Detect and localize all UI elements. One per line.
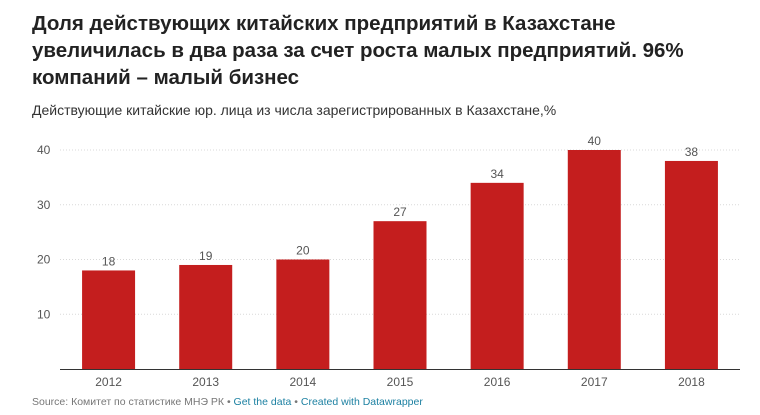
data-label: 18: [102, 254, 116, 268]
y-tick-label: 10: [37, 307, 51, 321]
footer-separator: •: [224, 396, 234, 408]
bars: [82, 150, 718, 369]
x-tick-label: 2018: [678, 375, 705, 389]
x-tick-label: 2017: [581, 375, 608, 389]
x-tick-label: 2013: [192, 375, 219, 389]
bar: [373, 221, 427, 369]
source-text: Source: Комитет по статистике МНЭ РК: [32, 396, 225, 408]
get-data-link[interactable]: Get the data: [233, 396, 292, 408]
labels: 10 20 30 40 18 2012 19 2013 20 2014 27 2015 34 2016 40…: [37, 134, 705, 389]
bar: [82, 270, 136, 369]
chart-footer: Source: Комитет по статистике МНЭ РК • G…: [32, 396, 423, 408]
bar: [179, 264, 233, 369]
data-label: 40: [588, 134, 602, 148]
data-label: 27: [393, 205, 407, 219]
data-label: 19: [199, 249, 213, 263]
y-tick-label: 30: [37, 198, 51, 212]
x-tick-label: 2014: [290, 375, 317, 389]
bar: [567, 150, 621, 369]
bar-chart: 10 20 30 40 18 2012 19 2013 20 2014 27 2015 34 2016 40…: [37, 134, 740, 389]
x-tick-label: 2016: [484, 375, 511, 389]
bar: [276, 259, 330, 369]
chart-subtitle: Действующие китайские юр. лица из числа …: [32, 102, 557, 118]
data-label: 38: [685, 145, 699, 159]
bar: [664, 160, 718, 369]
bar: [470, 182, 524, 369]
x-tick-label: 2015: [387, 375, 414, 389]
data-label: 20: [296, 244, 310, 258]
y-tick-label: 20: [37, 253, 51, 267]
footer-separator: •: [291, 396, 301, 408]
chart-title: Доля действующих китайских предприятий в…: [32, 12, 684, 89]
x-tick-label: 2012: [95, 375, 122, 389]
datawrapper-link[interactable]: Created with Datawrapper: [300, 396, 423, 408]
data-label: 34: [490, 167, 504, 181]
y-tick-label: 40: [37, 143, 51, 157]
